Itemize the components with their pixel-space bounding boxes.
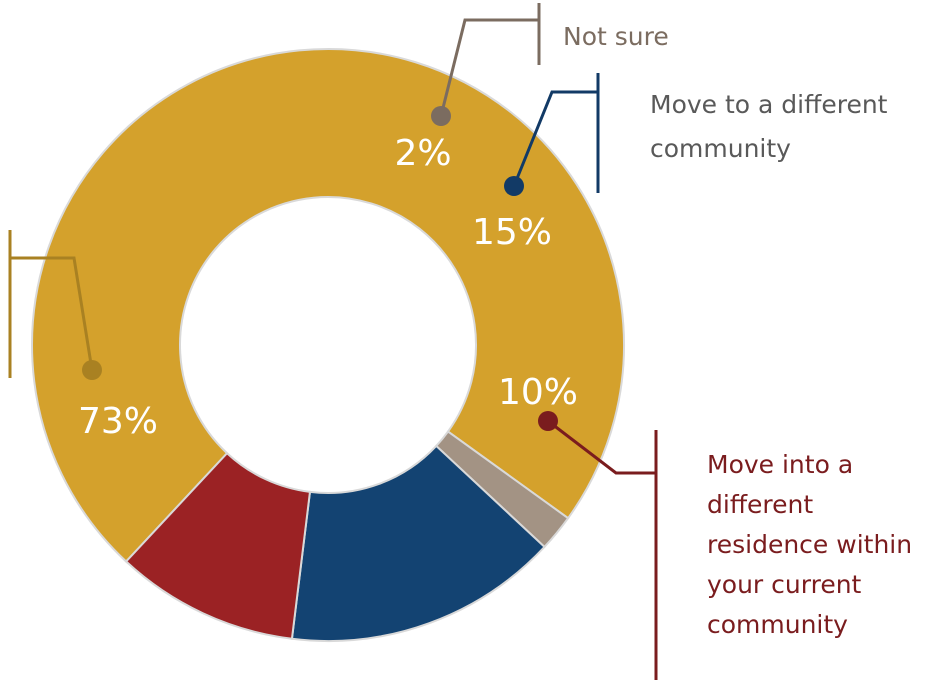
callout-dot-3 xyxy=(538,411,558,431)
callout-leader-1 xyxy=(439,18,539,117)
percentage-labels: 73% 2% 15% 10% xyxy=(78,133,578,442)
donut-slice-0 xyxy=(30,48,625,563)
donut-slices xyxy=(30,48,625,642)
callout-leader-0 xyxy=(10,256,94,371)
category-label-3-line-3: your current xyxy=(707,570,862,599)
callout-dot-1 xyxy=(431,106,451,126)
category-label-2-line-0: Move to a different xyxy=(650,90,888,119)
percent-label-0: 73% xyxy=(78,401,158,442)
percent-label-3: 10% xyxy=(498,372,578,413)
category-label-2-line-1: community xyxy=(650,134,791,163)
callout-dot-2 xyxy=(504,176,524,196)
donut-slice-3 xyxy=(124,451,312,640)
callout-leader-3 xyxy=(547,419,656,475)
callout-lines xyxy=(8,3,658,680)
category-label-1-line-0: Not sure xyxy=(563,22,669,51)
category-label-3-line-0: Move into a xyxy=(707,450,853,479)
category-label-3-line-2: residence within xyxy=(707,530,912,559)
callout-dot-0 xyxy=(82,360,102,380)
donut-slice-2 xyxy=(290,444,546,642)
category-label-3-line-1: different xyxy=(707,490,813,519)
percent-label-2: 15% xyxy=(472,212,552,253)
percent-label-1: 2% xyxy=(394,133,451,174)
category-labels: Not sure Move to a different community Move… xyxy=(563,22,912,639)
callout-leader-2 xyxy=(512,90,598,187)
category-label-3-line-4: community xyxy=(707,610,848,639)
